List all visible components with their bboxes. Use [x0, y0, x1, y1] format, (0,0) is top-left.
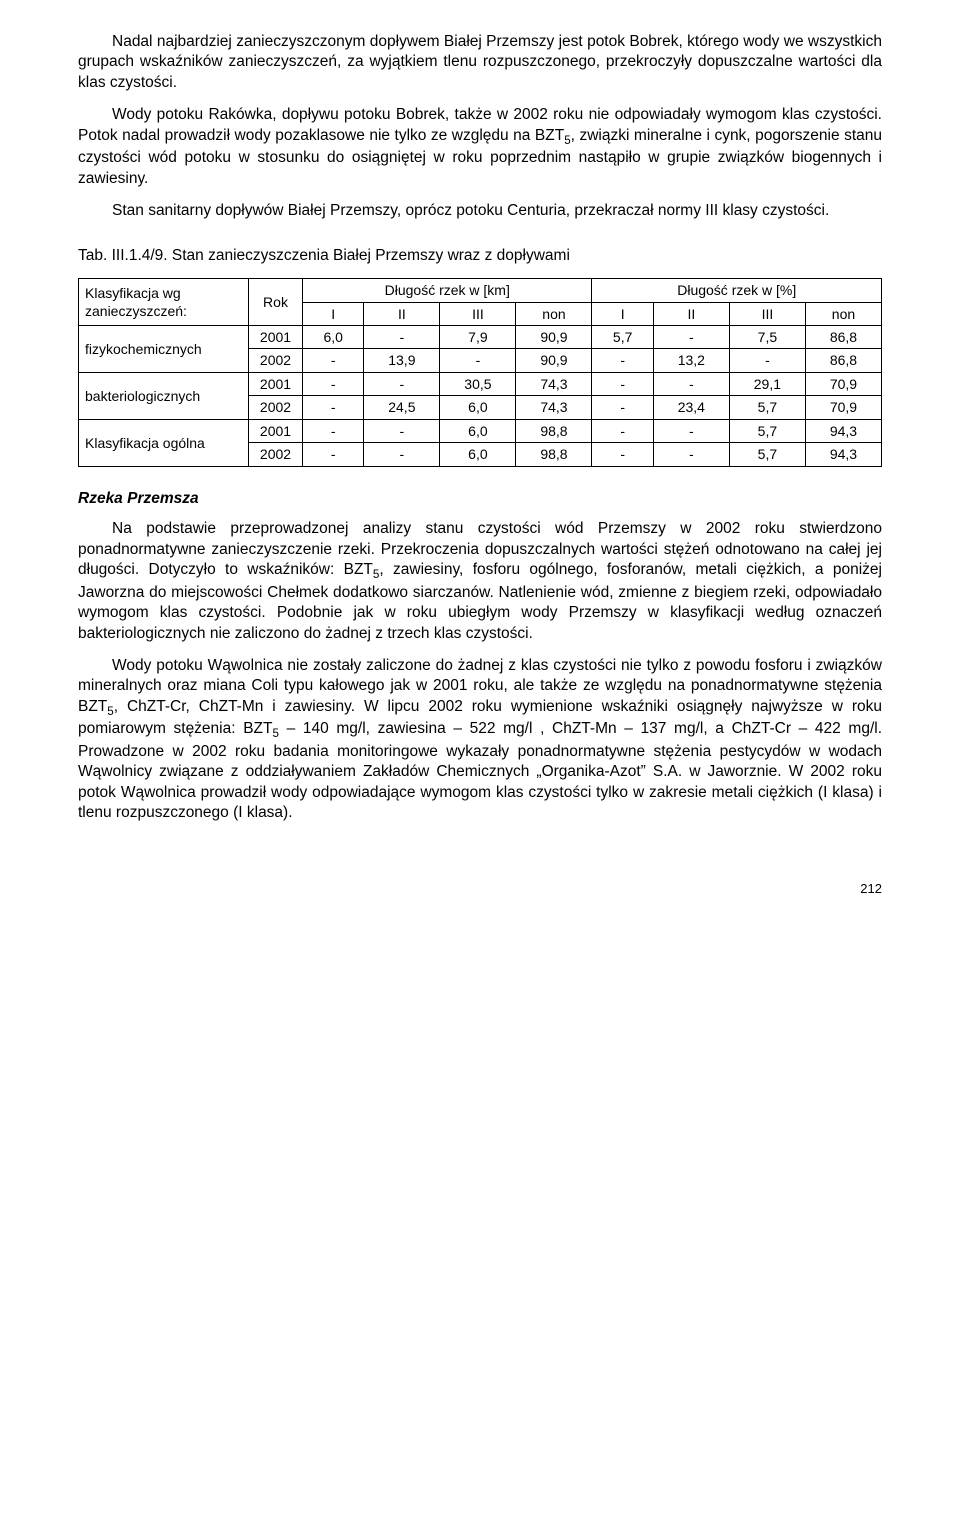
pollution-table: Klasyfikacja wg zanieczyszczeń: Rok Dług…	[78, 278, 882, 467]
cell: -	[653, 443, 729, 466]
row-label: bakteriologicznych	[79, 372, 249, 419]
cell: 5,7	[729, 419, 805, 442]
cell: -	[364, 326, 440, 349]
table-header-row: Klasyfikacja wg zanieczyszczeń: Rok Dług…	[79, 279, 882, 302]
page-number: 212	[78, 880, 882, 897]
table-caption: Tab. III.1.4/9. Stan zanieczyszczenia Bi…	[78, 246, 882, 266]
cell: 5,7	[729, 396, 805, 419]
paragraph: Stan sanitarny dopływów Białej Przemszy,…	[78, 201, 882, 221]
cell: 90,9	[516, 349, 592, 372]
cell: -	[364, 372, 440, 395]
cell: -	[653, 419, 729, 442]
cell: 6,0	[440, 419, 516, 442]
cell: -	[653, 372, 729, 395]
col-head-pct: Długość rzek w [%]	[592, 279, 882, 302]
cell: 6,0	[303, 326, 364, 349]
table-row: fizykochemicznych 2001 6,0 - 7,9 90,9 5,…	[79, 326, 882, 349]
cell: -	[303, 419, 364, 442]
cell: 74,3	[516, 372, 592, 395]
cell: -	[303, 443, 364, 466]
cell: 74,3	[516, 396, 592, 419]
cell: -	[303, 396, 364, 419]
cell: 70,9	[805, 396, 881, 419]
cell: 2002	[249, 443, 303, 466]
cell: 6,0	[440, 396, 516, 419]
cell: 94,3	[805, 443, 881, 466]
cell: 6,0	[440, 443, 516, 466]
cell: 2001	[249, 372, 303, 395]
row-label: Klasyfikacja ogólna	[79, 419, 249, 466]
cell: 2002	[249, 349, 303, 372]
col-head-km: Długość rzek w [km]	[303, 279, 592, 302]
col-head-year: Rok	[249, 279, 303, 326]
cell: 24,5	[364, 396, 440, 419]
cell: -	[592, 419, 653, 442]
cell: 5,7	[729, 443, 805, 466]
cell: -	[592, 443, 653, 466]
cell: 98,8	[516, 419, 592, 442]
table-row: Klasyfikacja ogólna 2001 - - 6,0 98,8 - …	[79, 419, 882, 442]
paragraph: Nadal najbardziej zanieczyszczonym dopły…	[78, 32, 882, 93]
cell: -	[653, 326, 729, 349]
cell: -	[303, 349, 364, 372]
table-row: bakteriologicznych 2001 - - 30,5 74,3 - …	[79, 372, 882, 395]
cell: 13,2	[653, 349, 729, 372]
cell: 94,3	[805, 419, 881, 442]
cell: -	[729, 349, 805, 372]
paragraph: Wody potoku Wąwolnica nie zostały zalicz…	[78, 656, 882, 824]
col-class: III	[440, 302, 516, 325]
cell: 30,5	[440, 372, 516, 395]
cell: -	[364, 419, 440, 442]
col-class: II	[653, 302, 729, 325]
cell: -	[592, 396, 653, 419]
paragraph: Wody potoku Rakówka, dopływu potoku Bobr…	[78, 105, 882, 189]
section-heading: Rzeka Przemsza	[78, 489, 882, 509]
cell: -	[592, 372, 653, 395]
cell: 29,1	[729, 372, 805, 395]
cell: 86,8	[805, 326, 881, 349]
cell: 70,9	[805, 372, 881, 395]
cell: -	[303, 372, 364, 395]
cell: -	[364, 443, 440, 466]
cell: 90,9	[516, 326, 592, 349]
row-label: fizykochemicznych	[79, 326, 249, 373]
cell: 5,7	[592, 326, 653, 349]
col-class: III	[729, 302, 805, 325]
cell: 23,4	[653, 396, 729, 419]
cell: 98,8	[516, 443, 592, 466]
paragraph: Na podstawie przeprowadzonej analizy sta…	[78, 519, 882, 644]
cell: 7,5	[729, 326, 805, 349]
cell: 2002	[249, 396, 303, 419]
col-class: I	[592, 302, 653, 325]
cell: 7,9	[440, 326, 516, 349]
cell: -	[592, 349, 653, 372]
col-class: I	[303, 302, 364, 325]
col-class: non	[805, 302, 881, 325]
cell: 86,8	[805, 349, 881, 372]
cell: -	[440, 349, 516, 372]
col-class: II	[364, 302, 440, 325]
col-class: non	[516, 302, 592, 325]
cell: 13,9	[364, 349, 440, 372]
cell: 2001	[249, 326, 303, 349]
col-head-classification: Klasyfikacja wg zanieczyszczeń:	[79, 279, 249, 326]
cell: 2001	[249, 419, 303, 442]
